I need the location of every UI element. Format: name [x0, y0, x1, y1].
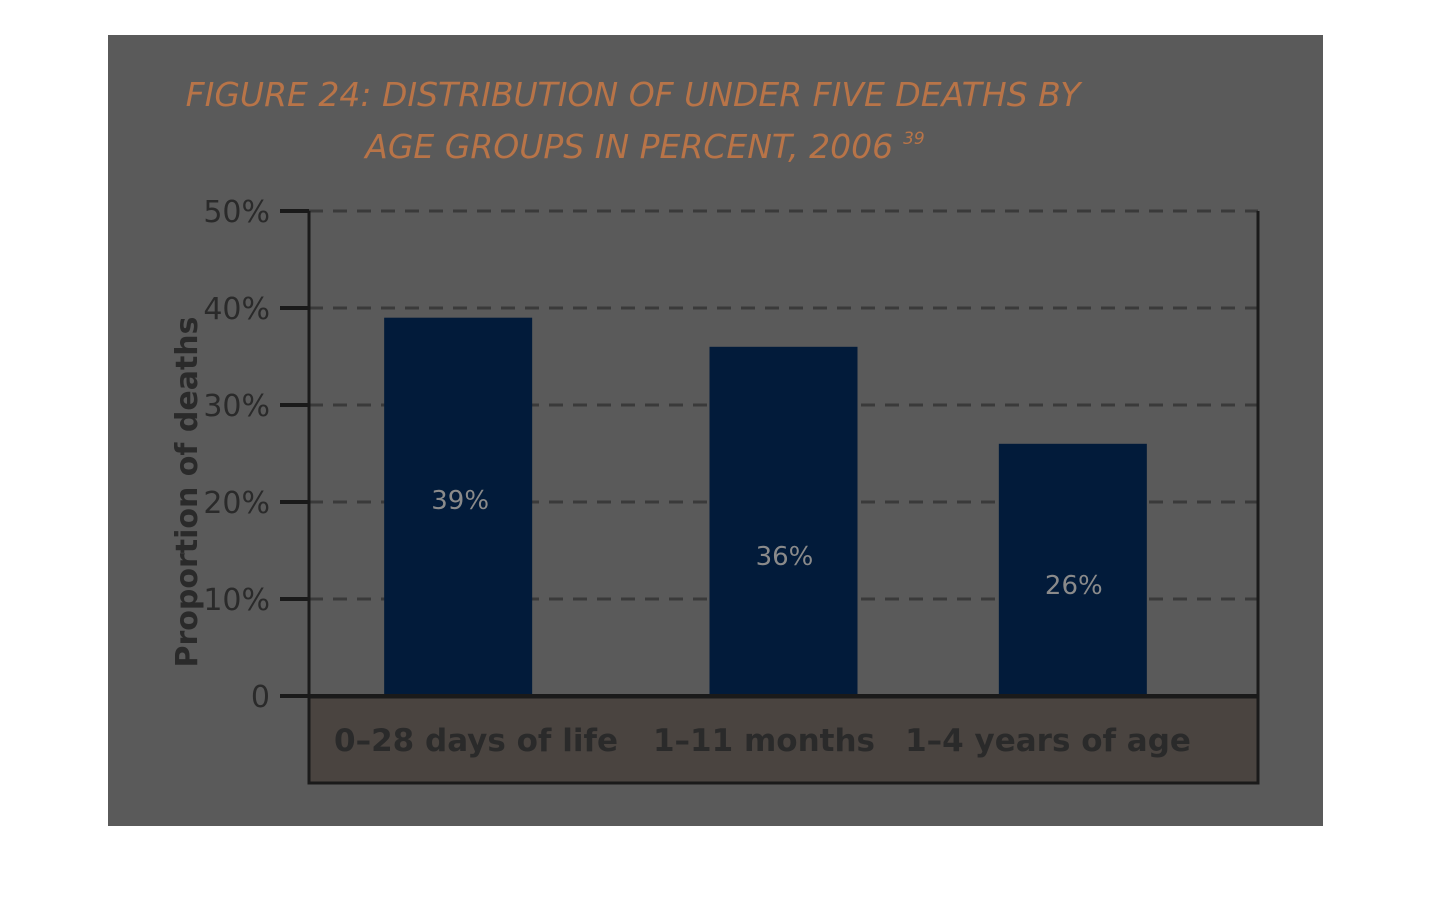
y-tick-label-20: 20% [203, 486, 270, 521]
chart-title-superscript: 39 [903, 129, 925, 149]
y-tick-label-40: 40% [203, 292, 270, 327]
y-axis-label: Proportion of deaths [170, 316, 205, 667]
y-tick-label-30: 30% [203, 389, 270, 424]
chart-title-line2-text: AGE GROUPS IN PERCENT, 2006 [363, 127, 893, 166]
y-ticks: 0 10% 20% 30% 40% 50% [203, 195, 309, 715]
y-tick-label-10: 10% [203, 583, 270, 618]
axes [280, 211, 1260, 698]
x-tick-labels: 0–28 days of life 1–11 months 1–4 years of… [334, 723, 1191, 759]
bar-0 [384, 317, 533, 696]
chart-title-line1: FIGURE 24: DISTRIBUTION OF UNDER FIVE DE… [186, 75, 1084, 114]
category-band [307, 695, 1260, 785]
x-tick-label-1: 1–11 months [653, 723, 875, 759]
y-tick-label-0: 0 [251, 680, 270, 715]
chart-title-line2: AGE GROUPS IN PERCENT, 2006 39 [363, 127, 924, 166]
y-tick-label-50: 50% [203, 195, 270, 230]
x-tick-label-0: 0–28 days of life [334, 723, 618, 759]
bar-2 [998, 443, 1147, 696]
data-label-1: 36% [756, 542, 814, 572]
data-labels: 39% 36% 26% [431, 486, 1102, 601]
bar-1 [709, 346, 858, 696]
x-tick-label-2: 1–4 years of age [905, 723, 1191, 759]
bars [384, 317, 1147, 696]
data-label-2: 26% [1045, 571, 1103, 601]
data-label-0: 39% [431, 486, 489, 516]
